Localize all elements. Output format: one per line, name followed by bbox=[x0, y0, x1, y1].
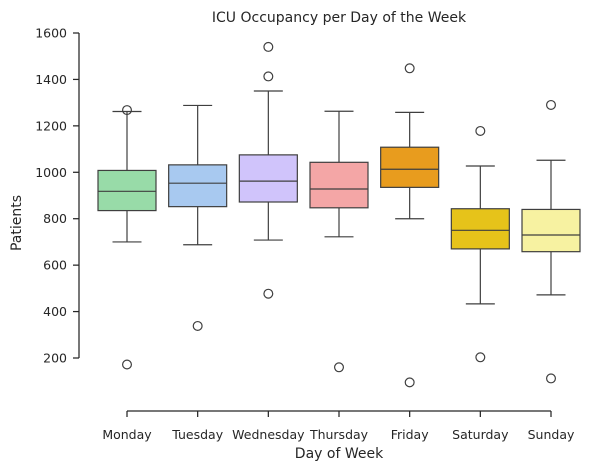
y-tick-label-400: 400 bbox=[43, 304, 67, 319]
y-tick-label-1600: 1600 bbox=[35, 26, 67, 41]
outlier-friday-2 bbox=[405, 378, 414, 387]
outlier-wednesday-1 bbox=[264, 43, 273, 52]
y-tick-label-1000: 1000 bbox=[35, 165, 67, 180]
x-tick-label-wednesday: Wednesday bbox=[232, 427, 305, 442]
x-tick-label-tuesday: Tuesday bbox=[171, 427, 223, 442]
chart-title: ICU Occupancy per Day of the Week bbox=[212, 10, 467, 26]
box-saturday bbox=[451, 209, 509, 249]
outlier-sunday-1 bbox=[547, 101, 556, 110]
y-tick-label-1200: 1200 bbox=[35, 118, 67, 133]
x-tick-label-thursday: Thursday bbox=[309, 427, 369, 442]
outlier-monday-2 bbox=[123, 360, 132, 369]
x-axis-label: Day of Week bbox=[295, 446, 384, 462]
y-tick-label-600: 600 bbox=[43, 258, 67, 273]
outlier-wednesday-3 bbox=[264, 289, 273, 298]
box-group-thursday bbox=[310, 111, 368, 371]
box-group-wednesday bbox=[239, 43, 297, 299]
x-tick-label-sunday: Sunday bbox=[528, 427, 575, 442]
box-friday bbox=[381, 147, 439, 187]
outlier-friday-1 bbox=[405, 64, 414, 73]
box-thursday bbox=[310, 162, 368, 208]
outlier-saturday-1 bbox=[476, 127, 485, 136]
outlier-saturday-2 bbox=[476, 353, 485, 362]
y-tick-label-1400: 1400 bbox=[35, 72, 67, 87]
y-tick-label-800: 800 bbox=[43, 211, 67, 226]
y-axis-label: Patients bbox=[9, 195, 25, 251]
box-tuesday bbox=[169, 165, 227, 207]
outlier-sunday-2 bbox=[547, 374, 556, 383]
x-axis-ticks: Monday Tuesday Wednesday Thursday Friday Satu… bbox=[102, 411, 575, 442]
box-monday bbox=[98, 170, 156, 210]
y-axis-ticks: 200 400 600 800 1000 1200 1400 1600 bbox=[35, 26, 79, 366]
box-group-tuesday bbox=[169, 105, 227, 330]
x-tick-label-monday: Monday bbox=[102, 427, 152, 442]
x-tick-label-saturday: Saturday bbox=[452, 427, 509, 442]
x-tick-label-friday: Friday bbox=[391, 427, 429, 442]
outlier-tuesday-1 bbox=[193, 322, 202, 331]
boxes-group bbox=[98, 43, 580, 387]
box-group-friday bbox=[381, 64, 439, 387]
box-wednesday bbox=[239, 155, 297, 202]
outlier-thursday-1 bbox=[335, 363, 344, 372]
box-group-monday bbox=[98, 106, 156, 369]
box-sunday bbox=[522, 209, 580, 251]
outlier-wednesday-2 bbox=[264, 72, 273, 81]
box-group-saturday bbox=[451, 127, 509, 362]
box-group-sunday bbox=[522, 101, 580, 383]
y-tick-label-200: 200 bbox=[43, 351, 67, 366]
